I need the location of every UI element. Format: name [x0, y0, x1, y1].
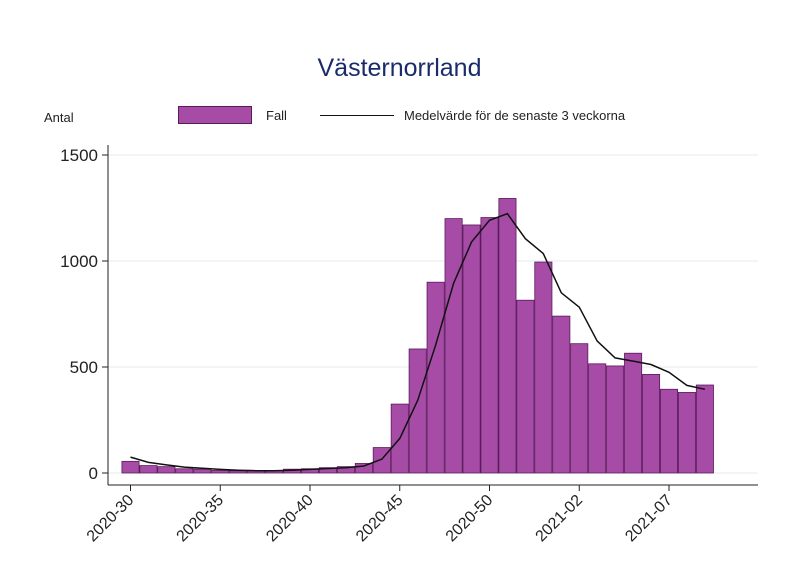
bar [570, 343, 589, 474]
bar [408, 348, 427, 474]
bar [211, 470, 230, 474]
legend-label-fall: Fall [266, 108, 287, 123]
bar [480, 217, 499, 474]
bar [139, 465, 158, 474]
bar [157, 466, 176, 474]
x-tick-label: 2021-07 [622, 492, 676, 546]
chart-title: Västernorrland [317, 54, 482, 82]
bar [336, 466, 355, 474]
y-axis-label: Antal [44, 110, 74, 125]
bar [175, 468, 194, 474]
bar [624, 352, 643, 474]
bar [660, 388, 679, 474]
bar [462, 224, 481, 474]
x-tick-label: 2020-30 [84, 492, 138, 546]
x-tick-label: 2020-40 [263, 492, 317, 546]
y-tick-label: 0 [89, 464, 98, 483]
legend-swatch-fall [178, 106, 252, 124]
x-tick-label: 2020-35 [174, 492, 228, 546]
y-tick-label: 1500 [60, 146, 98, 165]
bar [695, 384, 714, 474]
bar [534, 261, 553, 474]
bar [516, 299, 535, 474]
bar [498, 198, 517, 474]
bar [354, 463, 373, 474]
y-tick-label: 500 [70, 358, 98, 377]
bar [229, 470, 248, 474]
x-tick-label: 2020-50 [443, 492, 497, 546]
bar [552, 315, 571, 474]
bar [588, 363, 607, 474]
bar [426, 281, 445, 474]
x-tick-label: 2020-45 [353, 492, 407, 546]
x-tick-label: 2021-02 [533, 492, 587, 546]
bar [444, 218, 463, 474]
bar [193, 468, 212, 474]
bar [121, 460, 140, 474]
bar [318, 467, 337, 474]
mean-line [130, 212, 706, 472]
bar [642, 374, 661, 474]
legend-label-mean: Medelvärde för de senaste 3 veckorna [404, 108, 626, 123]
legend-swatch-mean-line [320, 115, 394, 116]
bar [606, 365, 625, 474]
y-tick-label: 1000 [60, 252, 98, 271]
bar [677, 392, 696, 474]
